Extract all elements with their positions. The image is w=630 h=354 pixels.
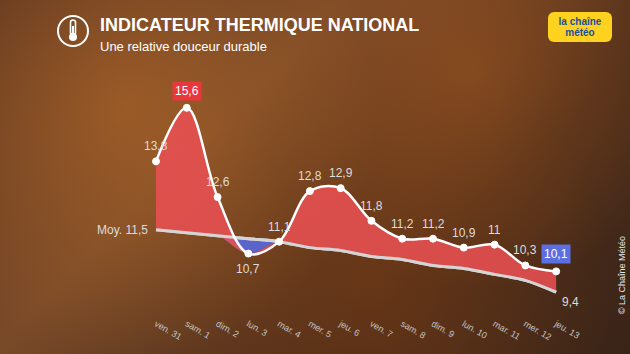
svg-text:lun. 10: lun. 10 <box>461 318 489 340</box>
svg-text:Moy. 11,5: Moy. 11,5 <box>97 223 148 237</box>
svg-text:11,2: 11,2 <box>422 217 445 231</box>
html-text:© La Chaîne Météo: © La Chaîne Météo <box>617 235 627 315</box>
svg-text:11,8: 11,8 <box>360 199 383 213</box>
svg-text:mar. 4: mar. 4 <box>276 318 303 339</box>
html-text:Une relative douceur durable: Une relative douceur durable <box>100 39 267 54</box>
svg-text:sam. 1: sam. 1 <box>184 318 212 340</box>
svg-text:mer. 5: mer. 5 <box>307 318 334 339</box>
svg-text:12,6: 12,6 <box>206 175 230 189</box>
svg-text:12,9: 12,9 <box>329 166 353 180</box>
svg-text:jeu. 13: jeu. 13 <box>552 318 581 341</box>
svg-text:mar. 11: mar. 11 <box>491 318 521 341</box>
svg-text:10,1: 10,1 <box>544 247 568 261</box>
html-text:INDICATEUR THERMIQUE NATIONAL: INDICATEUR THERMIQUE NATIONAL <box>100 15 420 35</box>
svg-text:10,7: 10,7 <box>236 262 260 276</box>
svg-text:12,8: 12,8 <box>298 169 322 183</box>
svg-text:ven. 31: ven. 31 <box>153 318 184 341</box>
svg-text:ven. 7: ven. 7 <box>368 318 394 339</box>
svg-text:10,3: 10,3 <box>513 243 537 257</box>
svg-text:11: 11 <box>488 223 501 237</box>
svg-text:10,9: 10,9 <box>452 226 476 240</box>
svg-text:jeu. 6: jeu. 6 <box>337 318 362 338</box>
svg-text:11,1: 11,1 <box>268 220 291 234</box>
svg-text:lun. 3: lun. 3 <box>245 318 269 338</box>
svg-text:dim. 9: dim. 9 <box>430 318 456 339</box>
html-text:la chaîne météo: la chaîne météo <box>558 16 602 38</box>
svg-text:9,4: 9,4 <box>562 295 579 309</box>
svg-text:sam. 8: sam. 8 <box>399 318 427 340</box>
svg-text:dim. 2: dim. 2 <box>214 318 240 339</box>
svg-text:15,6: 15,6 <box>175 84 199 98</box>
svg-text:mer. 12: mer. 12 <box>522 318 553 342</box>
svg-text:13,8: 13,8 <box>144 139 168 153</box>
svg-text:11,2: 11,2 <box>391 217 414 231</box>
